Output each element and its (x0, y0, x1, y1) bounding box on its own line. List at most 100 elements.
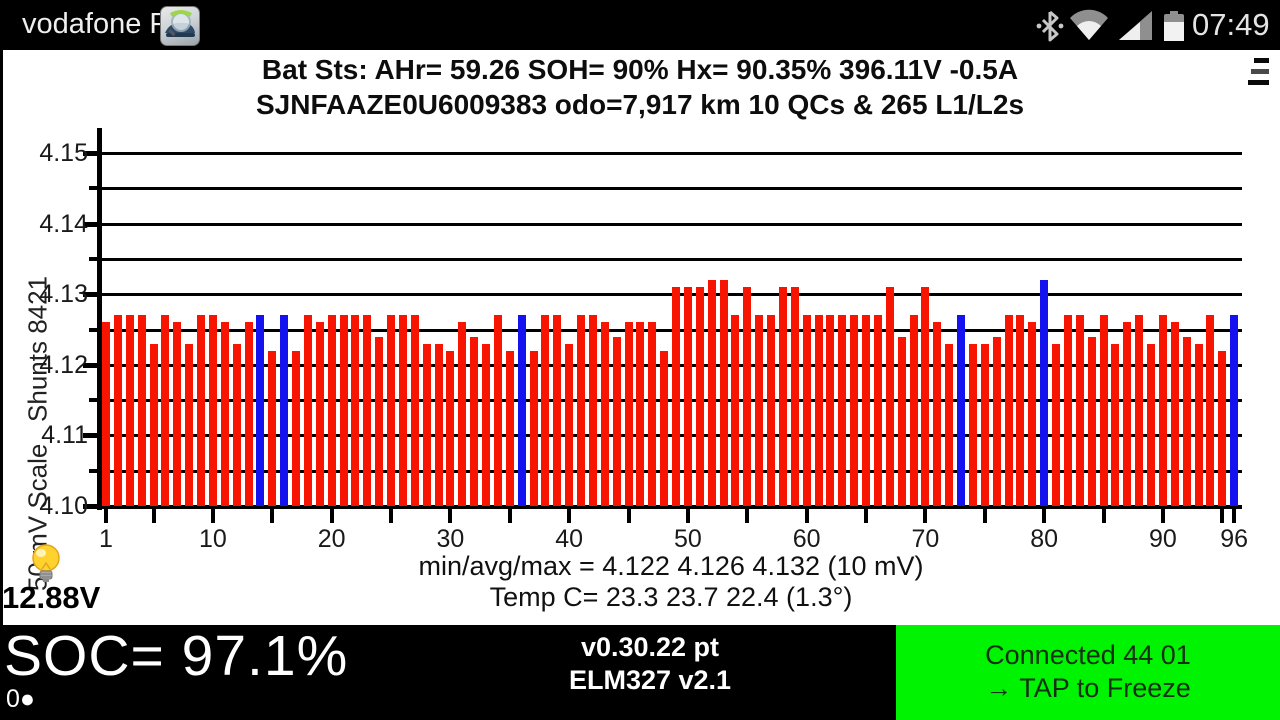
gridline (100, 363, 1242, 367)
cell-bar (1087, 336, 1096, 506)
leafspy-app-icon (160, 6, 200, 46)
x-tick (389, 509, 393, 523)
x-axis-line (97, 505, 1242, 509)
cell-bar (624, 322, 633, 506)
cell-bar (707, 280, 716, 506)
cell-bar (470, 336, 479, 506)
cell-bar (1016, 315, 1025, 506)
cell-bar (862, 315, 870, 506)
cell-bar (208, 315, 217, 506)
update-counter: 0● (6, 685, 36, 713)
y-minor-tick (89, 327, 100, 332)
x-tick (448, 509, 453, 523)
connection-status-button[interactable]: Connected 44 01 → TAP to Freeze (896, 625, 1280, 720)
cell-bar (493, 315, 502, 506)
y-tick-label: 4.11 (41, 421, 88, 450)
cell-bar (968, 343, 977, 506)
y-minor-tick (89, 186, 100, 191)
wifi-icon (1068, 9, 1110, 48)
cell-bar (1170, 322, 1179, 506)
cell-bar (292, 350, 300, 506)
cell-bar (339, 315, 348, 506)
cell-bar (933, 322, 942, 506)
cell-bar (565, 343, 574, 506)
cell-bar (612, 336, 621, 506)
x-tick (626, 509, 631, 523)
x-tick-label: 40 (555, 525, 583, 553)
cell-bar (102, 322, 110, 506)
cell-bar (767, 315, 775, 506)
cell-bar (1147, 343, 1155, 506)
y-tick-label: 4.13 (39, 280, 88, 309)
screen-edge-strip (0, 50, 3, 625)
cell-bar (1218, 350, 1227, 506)
cell-bar (268, 350, 277, 506)
gridline (100, 187, 1242, 191)
cell-bar (351, 315, 360, 506)
gridline (100, 399, 1242, 403)
cell-bar (1135, 315, 1144, 506)
cell-bar (980, 343, 989, 506)
cell-bar (1004, 315, 1013, 506)
cell-bar-shunt (957, 315, 965, 506)
soc-readout: SOC= 97.1% (4, 624, 349, 688)
cell-bar (743, 287, 752, 506)
connection-status-line1: Connected 44 01 (985, 640, 1191, 670)
cell-bar (802, 315, 811, 506)
cell-bar (529, 350, 538, 506)
x-tick (1101, 509, 1106, 523)
x-tick-label: 50 (673, 525, 702, 553)
x-tick-label: 10 (198, 525, 227, 553)
y-tick-label: 4.12 (39, 350, 88, 379)
cell-bar-shunt (1230, 315, 1239, 506)
version-info: v0.30.22 pt ELM327 v2.1 (400, 631, 900, 697)
cell-bar (1123, 322, 1132, 506)
cell-bar (1063, 315, 1072, 506)
x-tick (864, 509, 868, 523)
cell-bar (731, 315, 740, 506)
x-tick (1042, 509, 1047, 523)
menu-icon[interactable] (1243, 58, 1269, 88)
cell-bar (1075, 315, 1084, 506)
cell-bar (446, 350, 455, 506)
y-major-tick (83, 292, 100, 298)
cell-bar (185, 343, 194, 506)
y-tick-label: 4.14 (39, 209, 88, 238)
y-major-tick (83, 504, 100, 509)
cell-bar (660, 350, 669, 506)
x-tick (104, 509, 108, 523)
cell-bar (434, 343, 443, 506)
battery-status-header: Bat Sts: AHr= 59.26 SOH= 90% Hx= 90.35% … (261, 54, 1019, 85)
cell-bar (363, 315, 372, 506)
cell-bar (588, 315, 597, 506)
cell-bar (636, 322, 645, 506)
bottom-bar: SOC= 97.1% 0● v0.30.22 pt ELM327 v2.1 Co… (0, 624, 1280, 720)
cell-bar (600, 322, 609, 506)
cell-bar (826, 315, 835, 506)
cell-bar (137, 315, 146, 506)
x-tick (804, 509, 809, 523)
cell-bar (1028, 322, 1037, 506)
battery-icon (1162, 9, 1186, 48)
gridline (100, 257, 1242, 261)
cell-bar (1158, 315, 1167, 506)
x-tick-label: 70 (911, 525, 940, 553)
cell-bar (921, 287, 930, 506)
y-major-tick (83, 362, 100, 368)
gridline (100, 152, 1242, 155)
x-tick-label: 96 (1220, 525, 1248, 553)
aux-battery-voltage: 12.88V (2, 580, 101, 615)
x-tick-label: 1 (99, 525, 113, 553)
cell-bar (375, 336, 384, 506)
y-major-tick (83, 221, 100, 227)
gridline (100, 328, 1242, 332)
cell-voltage-chart[interactable]: 50 mV Scale Shunts 8421 4.10 4.11 4.12 4.13… (0, 120, 1280, 591)
y-tick-label: 4.10 (39, 492, 88, 520)
temperature-readout: Temp C= 23.3 23.7 22.4 (1.3°) (489, 582, 853, 612)
x-tick (1232, 509, 1237, 523)
cell-bar (790, 287, 799, 506)
lightbulb-icon[interactable] (28, 543, 64, 590)
cell-bar (232, 343, 241, 506)
x-tick-label: 20 (317, 525, 346, 553)
x-tick-label: 80 (1030, 525, 1058, 553)
